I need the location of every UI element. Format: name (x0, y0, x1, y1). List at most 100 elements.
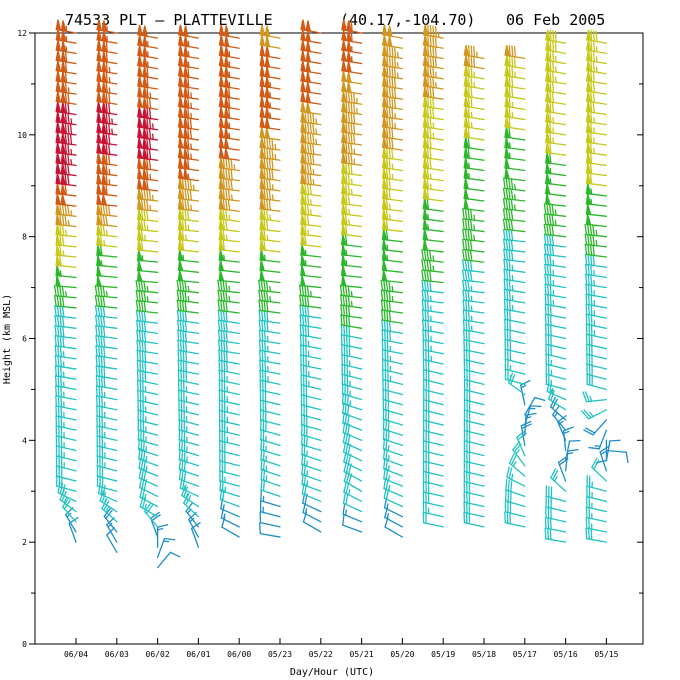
barb-full (271, 158, 274, 171)
barb-full (508, 208, 511, 221)
barb-full (549, 152, 552, 165)
wind-barb (422, 75, 444, 90)
barb-full (225, 290, 228, 303)
wind-barb (178, 468, 200, 487)
barb-full (421, 289, 425, 302)
barb-half (386, 503, 389, 510)
barb-full (508, 116, 511, 129)
wind-barb (421, 279, 444, 294)
barb-flag (177, 167, 184, 180)
barb-full (544, 253, 547, 266)
barb-full (223, 330, 226, 342)
barb-full (105, 71, 108, 84)
barb-flag (55, 214, 62, 226)
barb-full (105, 61, 108, 73)
barb-full (516, 430, 526, 438)
wind-barb (137, 198, 159, 212)
barb-flag (182, 168, 189, 181)
barb-full (187, 76, 190, 89)
wind-barb (584, 233, 608, 248)
barb-full (62, 484, 66, 496)
barb-flag (264, 76, 271, 89)
barb-full (184, 188, 187, 201)
barb-full (385, 429, 388, 441)
barb-full (220, 339, 223, 352)
barb-full (64, 173, 68, 186)
barb-shaft (301, 493, 322, 503)
wind-barb (605, 449, 629, 464)
barb-full (585, 427, 596, 434)
barb-full (220, 349, 223, 362)
barb-full (385, 438, 388, 451)
wind-barb (260, 458, 281, 477)
barb-full (388, 137, 391, 150)
barb-flag (137, 96, 143, 108)
barb-full (595, 30, 598, 43)
wind-barb (545, 323, 567, 340)
barb-full (219, 279, 223, 292)
wind-barb (504, 358, 526, 375)
barb-shaft (302, 502, 322, 513)
barb-full (142, 440, 145, 452)
barb-full (100, 305, 103, 318)
barb-half (156, 528, 164, 531)
wind-barb (586, 343, 608, 360)
barb-full (304, 213, 307, 226)
wind-barb (55, 234, 77, 248)
barb-full (225, 340, 228, 353)
wind-barb (95, 324, 118, 340)
barb-full (462, 309, 465, 321)
wind-barb (383, 467, 404, 487)
wind-barb (259, 167, 281, 182)
wind-barb (177, 96, 200, 111)
barb-shaft (300, 374, 322, 380)
barb-full (189, 117, 193, 130)
barb-flag (137, 198, 143, 211)
wind-barb (218, 188, 240, 202)
wind-barb (545, 111, 567, 126)
barb-full (423, 279, 427, 292)
barb-flag (300, 19, 307, 32)
barb-shaft (463, 309, 485, 314)
barb-half (427, 224, 430, 231)
wind-barb (96, 465, 118, 482)
barb-full (61, 234, 65, 247)
barb-shaft (504, 238, 526, 243)
barb-shaft (422, 329, 444, 335)
barb-half (386, 513, 390, 520)
barb-full (383, 299, 386, 312)
barb-flag (142, 56, 148, 68)
barb-flag (259, 208, 266, 221)
wind-barb (137, 178, 159, 192)
barb-half (470, 295, 473, 302)
barb-full (432, 35, 435, 48)
barb-half (263, 254, 266, 262)
barb-flag (585, 214, 592, 226)
barb-half (429, 173, 432, 180)
barb-shaft (463, 409, 485, 416)
barb-shaft (423, 470, 444, 477)
barb-full (105, 51, 108, 63)
barb-flag (137, 157, 143, 170)
wind-barb (421, 259, 444, 273)
barb-flag (218, 198, 225, 210)
barb-shaft (381, 309, 404, 314)
barb-shaft (382, 458, 404, 467)
barb-full (303, 454, 306, 466)
barb-full (140, 300, 144, 312)
barb-half (103, 239, 106, 247)
wind-barb (177, 167, 200, 182)
barb-shaft (178, 349, 200, 355)
barb-full (301, 453, 304, 466)
barb-full (512, 441, 521, 451)
wind-barb (55, 435, 77, 452)
barb-full (143, 320, 147, 333)
barb-full (426, 300, 430, 312)
wind-barb (135, 299, 159, 314)
barb-full (263, 290, 266, 302)
barb-flag (259, 239, 266, 251)
wind-barb (585, 132, 608, 146)
barb-flag (101, 71, 108, 84)
wind-barb (95, 395, 118, 411)
wind-barb (422, 450, 444, 467)
